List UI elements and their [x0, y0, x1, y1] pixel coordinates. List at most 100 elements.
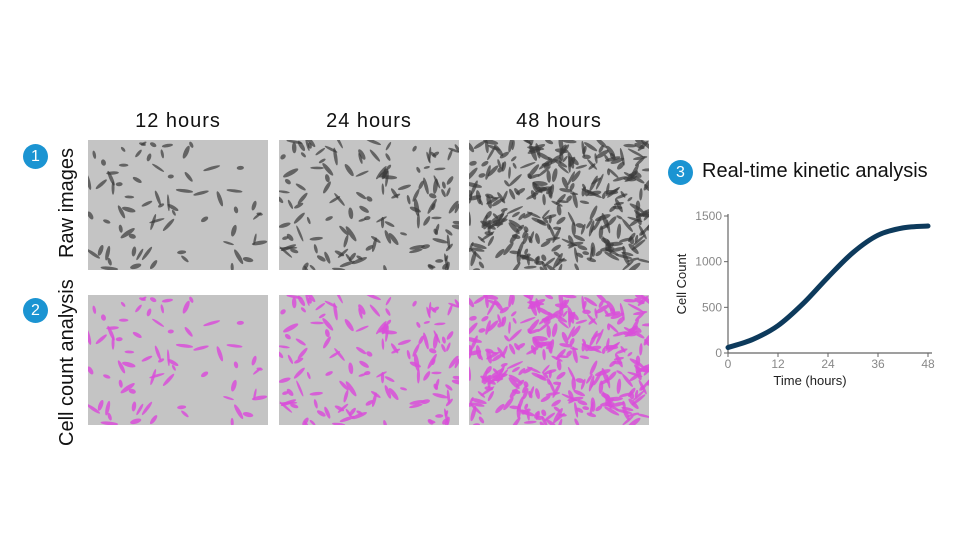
cell: [182, 300, 190, 314]
cell: [334, 193, 345, 206]
cell: [447, 304, 453, 316]
cell: [290, 248, 299, 254]
cell: [444, 253, 449, 270]
cell: [171, 209, 176, 216]
cell: [146, 308, 152, 317]
cell: [231, 224, 237, 237]
cell: [121, 206, 136, 213]
cell: [146, 153, 152, 162]
cell: [497, 347, 506, 359]
cell: [448, 147, 459, 153]
cell: [535, 415, 544, 421]
cell: [469, 315, 477, 321]
cell: [634, 234, 639, 243]
cell: [639, 343, 643, 356]
cell: [291, 142, 297, 154]
cell: [510, 156, 517, 162]
cell: [537, 166, 551, 178]
cell: [88, 366, 94, 375]
cell: [286, 233, 294, 241]
cell: [469, 182, 482, 188]
cell: [434, 322, 446, 326]
cell: [434, 167, 446, 171]
raw-image-24h: [279, 140, 459, 270]
cell: [539, 421, 545, 425]
cell: [323, 181, 331, 194]
cell: [518, 367, 526, 376]
cell: [643, 209, 649, 221]
cell: [644, 339, 649, 347]
cell: [452, 375, 459, 380]
cell: [628, 398, 639, 409]
cell: [481, 160, 489, 167]
cell: [487, 320, 499, 332]
cell: [641, 366, 648, 372]
cell: [409, 400, 425, 405]
cell: [548, 369, 552, 379]
cell: [607, 323, 619, 334]
cell: [428, 264, 436, 269]
cell: [381, 338, 385, 350]
cell: [200, 371, 209, 378]
cell: [549, 339, 555, 353]
cell: [596, 295, 607, 303]
cell: [634, 156, 645, 167]
cell: [139, 297, 146, 301]
cell: [580, 378, 586, 390]
cell: [325, 216, 333, 221]
cell: [511, 389, 521, 394]
cell: [149, 218, 165, 224]
cell: [339, 380, 349, 391]
cell: [375, 320, 387, 335]
cell: [629, 173, 645, 184]
cell: [309, 264, 316, 270]
cell: [543, 412, 556, 422]
cell: [562, 140, 577, 144]
cell: [556, 204, 562, 216]
cell: [516, 403, 521, 419]
cell: [601, 192, 606, 200]
cell: [149, 415, 158, 425]
cell: [589, 360, 598, 375]
cell: [469, 348, 473, 359]
cell: [595, 304, 609, 314]
cell: [557, 263, 563, 270]
cell: [541, 317, 550, 322]
cell: [561, 331, 569, 344]
cell: [131, 246, 137, 257]
cell: [608, 371, 617, 381]
cell: [423, 332, 429, 350]
cell: [523, 420, 537, 424]
cell: [629, 328, 645, 339]
cell: [234, 249, 244, 265]
cell: [355, 170, 369, 177]
cell: [432, 238, 448, 244]
cell: [305, 295, 310, 307]
cell: [284, 334, 291, 340]
cell: [375, 165, 387, 180]
cell: [431, 371, 442, 375]
cell: [481, 214, 488, 229]
cell: [582, 251, 590, 256]
cell: [118, 318, 129, 322]
cell: [167, 329, 174, 334]
cell: [548, 224, 556, 239]
cell: [622, 373, 633, 387]
cell: [334, 140, 343, 149]
cell: [426, 306, 431, 319]
cell: [88, 328, 92, 345]
cell: [581, 140, 586, 157]
step-3-badge: 3: [668, 160, 693, 185]
cell: [553, 251, 561, 257]
cell: [574, 247, 579, 263]
cell: [546, 170, 551, 183]
cell: [527, 301, 545, 306]
cell: [324, 300, 338, 308]
cell: [158, 358, 165, 363]
cell: [598, 225, 604, 239]
cell: [540, 395, 551, 403]
cell: [385, 308, 391, 316]
cell: [523, 381, 529, 388]
cell: [365, 140, 382, 146]
step-1-badge: 1: [23, 144, 48, 169]
